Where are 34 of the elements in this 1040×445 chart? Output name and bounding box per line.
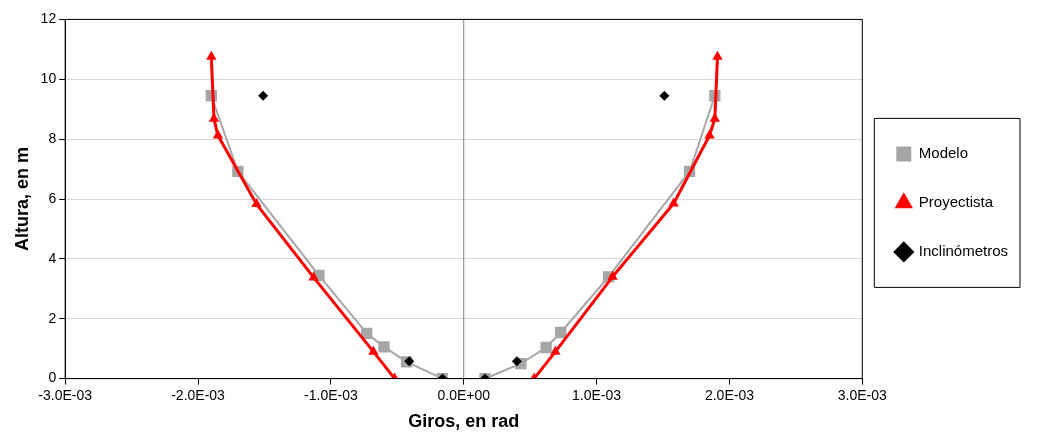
x-axis-title: Giros, en rad — [408, 411, 520, 432]
x-tick-label: 3.0E-03 — [837, 386, 888, 403]
point — [258, 90, 269, 101]
point — [212, 129, 224, 139]
point — [206, 50, 217, 60]
y-axis-title: Altura, en m — [11, 146, 32, 252]
point — [712, 50, 723, 60]
y-tick-label: 10 — [40, 70, 57, 87]
x-tick-label: -1.0E-03 — [304, 386, 358, 403]
legend-label: Proyectista — [918, 193, 994, 211]
point — [555, 326, 567, 339]
point — [368, 345, 379, 355]
point — [704, 129, 715, 139]
point — [540, 341, 552, 354]
x-tick-label: 1.0E-03 — [572, 386, 622, 403]
y-tick-label: 0 — [48, 369, 57, 386]
legend-label: Modelo — [918, 144, 968, 162]
x-tick-label: 2.0E-03 — [704, 386, 755, 403]
point — [550, 345, 561, 355]
legend-label: Inclinómetros — [918, 242, 1008, 260]
y-tick-label: 8 — [48, 129, 57, 146]
point — [511, 356, 522, 367]
point — [251, 198, 262, 208]
y-tick-label: 4 — [48, 249, 57, 266]
x-tick-label: -3.0E-03 — [38, 386, 93, 403]
x-tick-label: 0.0E+00 — [437, 386, 491, 403]
point — [404, 356, 415, 367]
point — [378, 341, 390, 353]
y-tick-label: 12 — [40, 10, 57, 27]
point — [659, 90, 670, 101]
y-tick-label: 6 — [48, 189, 57, 206]
point — [607, 270, 618, 280]
y-tick-label: 2 — [48, 309, 57, 326]
x-tick-label: -2.0E-03 — [171, 386, 226, 403]
